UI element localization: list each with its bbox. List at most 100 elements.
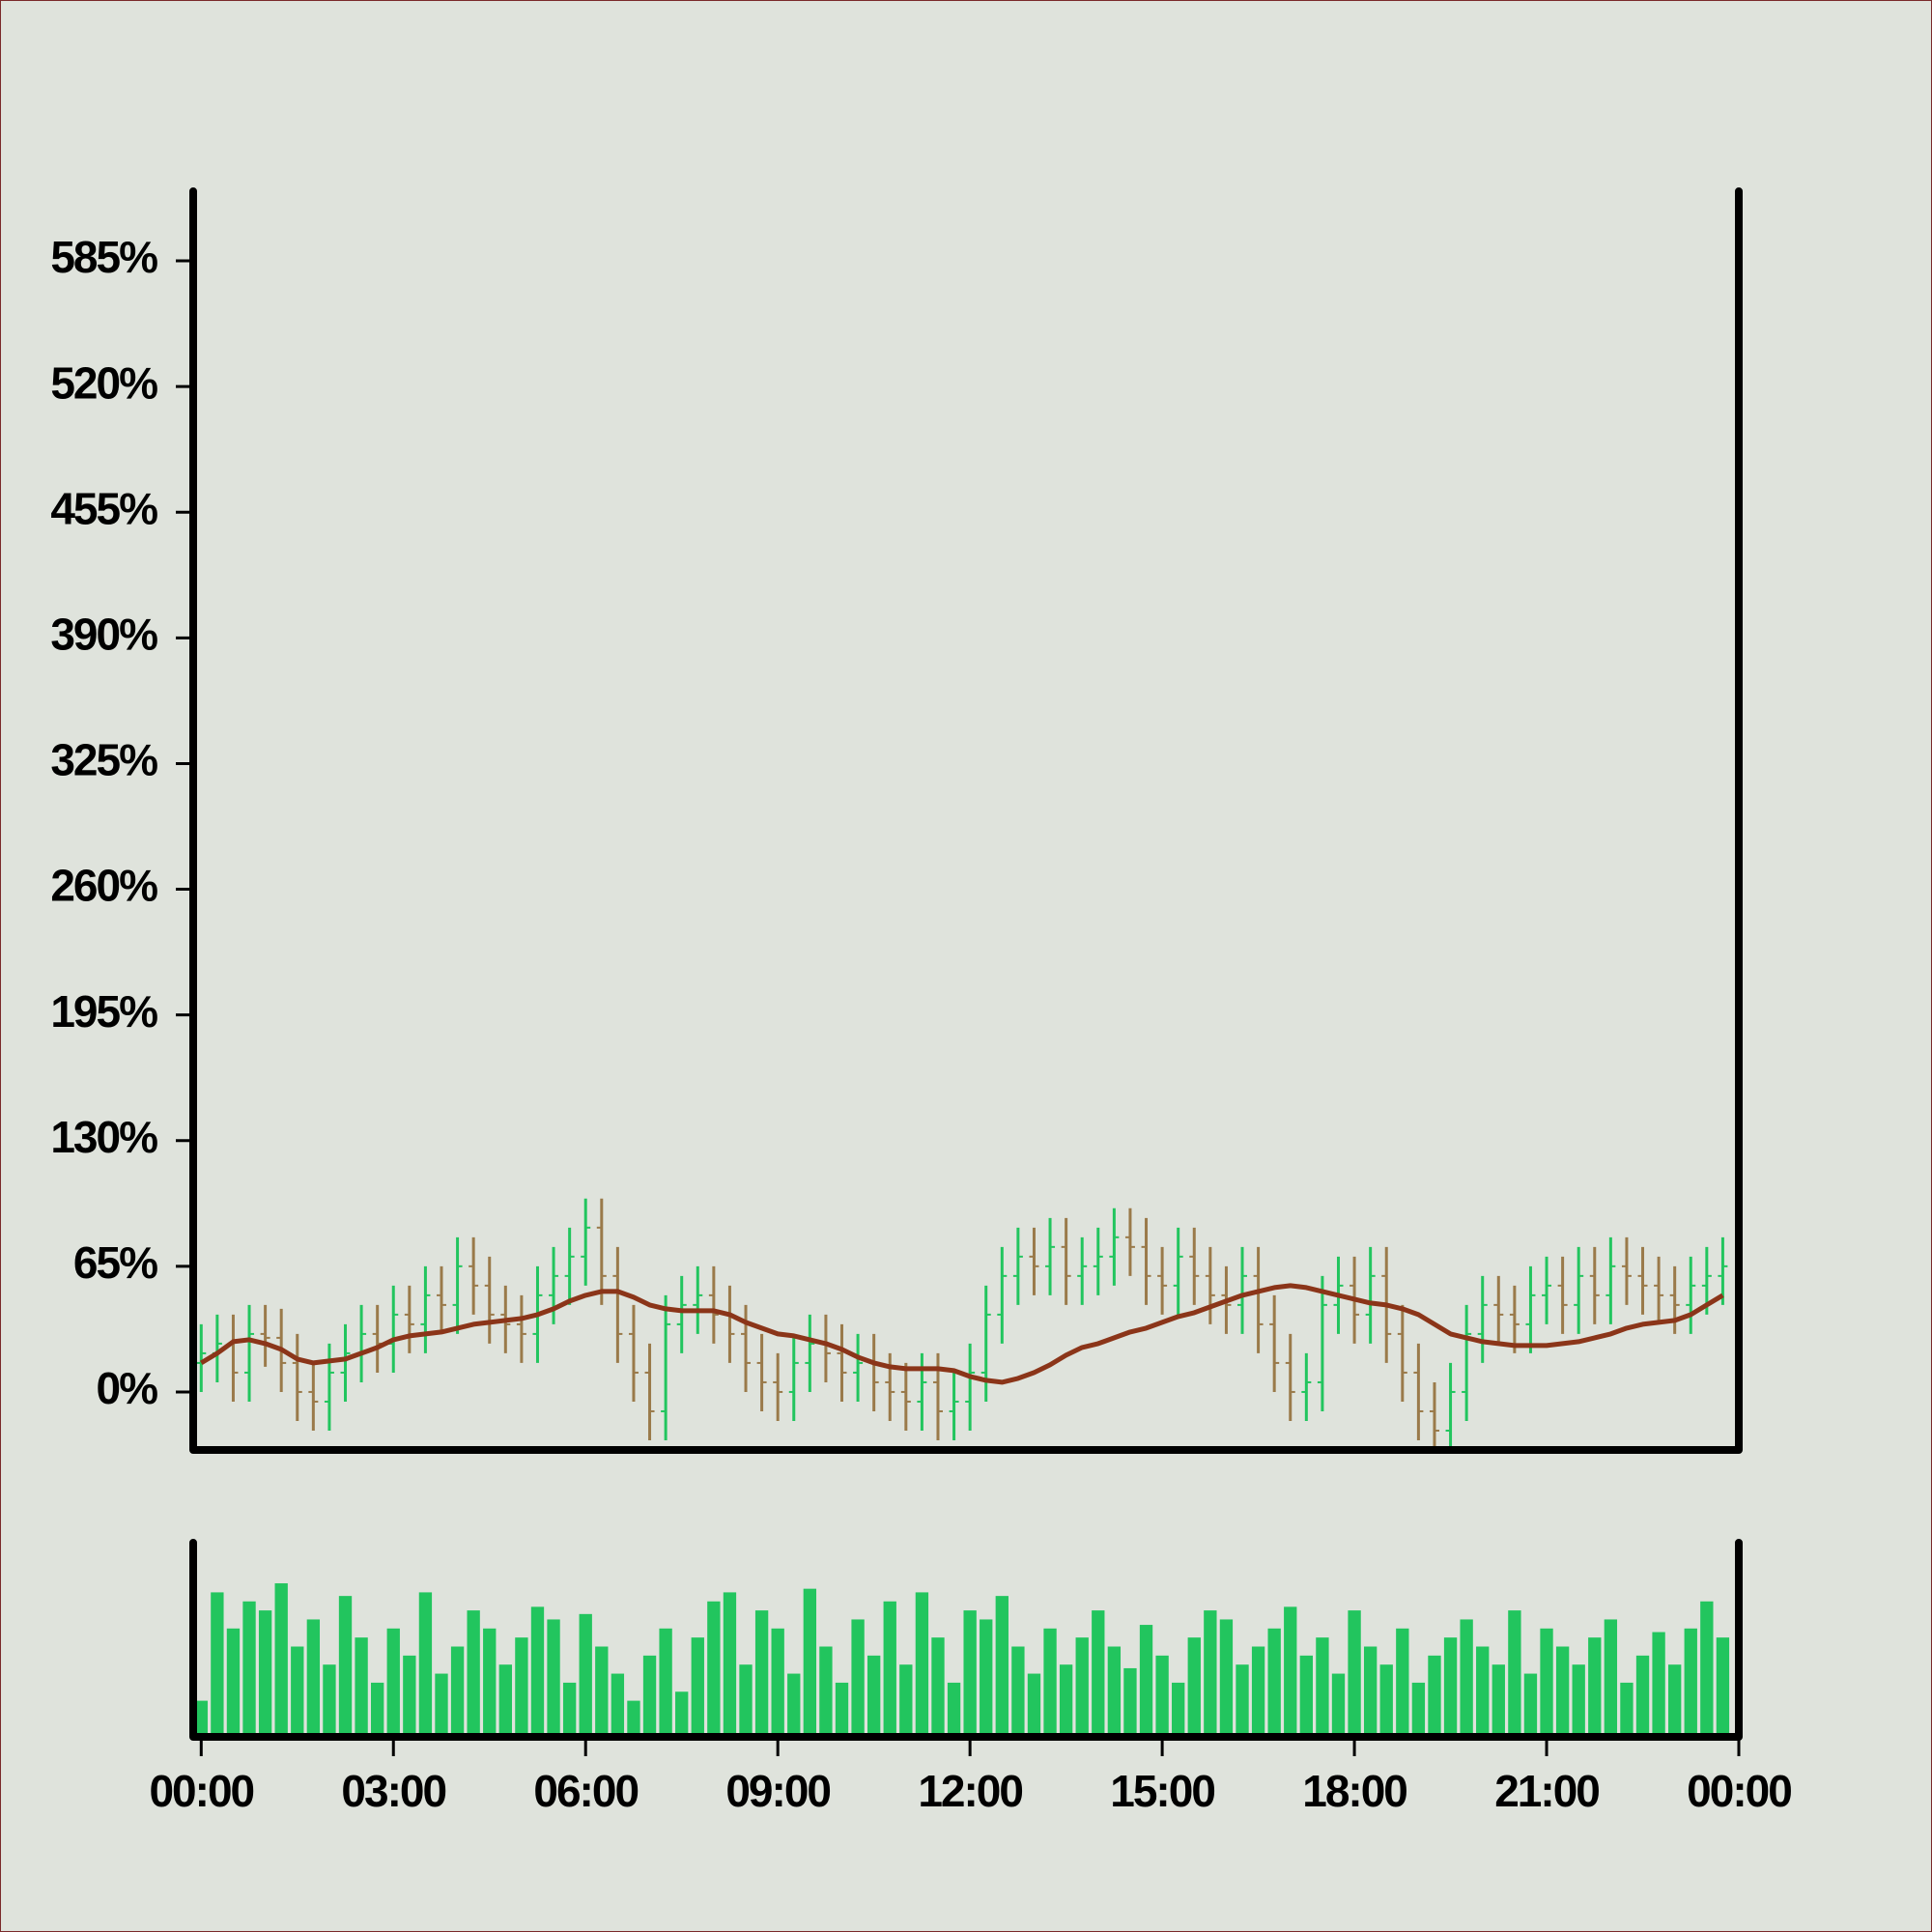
y-tick-label: 130% xyxy=(50,1112,157,1162)
x-tick-label: 12:00 xyxy=(918,1766,1022,1816)
volume-bar xyxy=(915,1592,929,1737)
volume-bar xyxy=(1219,1619,1234,1737)
volume-bar xyxy=(1092,1610,1105,1737)
volume-bar xyxy=(1492,1664,1505,1737)
frame xyxy=(189,187,1743,1741)
volume-bar xyxy=(675,1691,689,1737)
volume-bar xyxy=(1236,1664,1249,1737)
volume-bar xyxy=(1508,1610,1521,1737)
volume-bar xyxy=(642,1655,657,1737)
volume-bar xyxy=(899,1664,913,1737)
volume-bar xyxy=(1684,1628,1697,1737)
volume-bar xyxy=(835,1682,849,1737)
volume-bar xyxy=(1299,1655,1313,1737)
volume-bar xyxy=(803,1588,817,1737)
volume-bar xyxy=(611,1673,625,1737)
volume-bar xyxy=(1363,1646,1378,1737)
volume-bar xyxy=(579,1613,592,1737)
volume-bar xyxy=(1123,1667,1137,1737)
volume-bar xyxy=(1204,1610,1217,1737)
volume-bar xyxy=(771,1628,784,1737)
y-tick-label: 455% xyxy=(50,483,157,533)
price-frame xyxy=(189,187,1743,1454)
volume-bar xyxy=(530,1606,545,1737)
volume-bar xyxy=(1316,1637,1329,1737)
volume-bar xyxy=(338,1596,353,1737)
volume-bar xyxy=(1348,1610,1361,1737)
volume-frame xyxy=(189,1539,1743,1741)
y-tick-label: 195% xyxy=(50,986,157,1037)
volume-bar xyxy=(980,1619,993,1737)
volume-bar xyxy=(515,1637,528,1737)
volume-bar xyxy=(1396,1628,1409,1737)
x-tick-label: 00:00 xyxy=(149,1766,253,1816)
volume-bar xyxy=(1620,1682,1634,1737)
volume-bar xyxy=(1700,1601,1714,1737)
volume-bar xyxy=(1443,1637,1458,1737)
volume-bar xyxy=(691,1637,704,1737)
volume-bar xyxy=(883,1601,896,1737)
volume-bar xyxy=(1668,1664,1682,1737)
volume-bar xyxy=(547,1619,560,1737)
volume-bar xyxy=(1075,1637,1089,1737)
volume-bar xyxy=(323,1664,336,1737)
volume-bar xyxy=(819,1646,833,1737)
volume-bar xyxy=(1604,1619,1618,1737)
volume-bar xyxy=(1172,1682,1185,1737)
volume-bar xyxy=(355,1637,368,1737)
volume-bar xyxy=(498,1664,512,1737)
volume-bar xyxy=(211,1592,224,1737)
volume-bar xyxy=(386,1628,400,1737)
volume-bar xyxy=(1284,1606,1297,1737)
x-tick-label: 06:00 xyxy=(533,1766,638,1816)
volume-bar xyxy=(1107,1646,1122,1737)
y-tick-label: 325% xyxy=(50,735,157,785)
volume-bar xyxy=(754,1610,769,1737)
x-tick-label: 09:00 xyxy=(725,1766,830,1816)
x-tick-label: 00:00 xyxy=(1687,1766,1791,1816)
volume-bar xyxy=(291,1646,304,1737)
volume-bar xyxy=(371,1682,384,1737)
volume-bar xyxy=(483,1628,497,1737)
marks xyxy=(194,1198,1730,1737)
volume-bar xyxy=(306,1619,321,1737)
y-tick-label: 0% xyxy=(97,1363,158,1413)
volume-bar xyxy=(707,1601,721,1737)
y-tick-label: 260% xyxy=(50,861,157,911)
volume-bar xyxy=(1043,1628,1057,1737)
x-tick-label: 15:00 xyxy=(1110,1766,1214,1816)
volume-bar xyxy=(258,1610,272,1737)
volume-bar xyxy=(1635,1655,1650,1737)
volume-bar xyxy=(1379,1664,1393,1737)
volume-bar xyxy=(787,1673,801,1737)
volume-bar xyxy=(1155,1655,1169,1737)
volume-bar xyxy=(274,1583,288,1737)
volume-bar xyxy=(1331,1673,1346,1737)
volume-bar xyxy=(1139,1625,1153,1737)
volume-bar xyxy=(435,1673,448,1737)
volume-bar xyxy=(947,1682,961,1737)
volume-bar xyxy=(418,1592,433,1737)
volume-bar xyxy=(723,1592,737,1737)
volume-bar xyxy=(1411,1682,1426,1737)
volume-bar xyxy=(995,1596,1009,1737)
volume-bar xyxy=(1652,1632,1665,1737)
volume-bar xyxy=(562,1682,577,1737)
volume-bar xyxy=(931,1637,945,1737)
volume-bar xyxy=(194,1700,208,1737)
x-tick-label: 21:00 xyxy=(1494,1766,1599,1816)
y-tick-label: 585% xyxy=(50,232,157,282)
y-tick-label: 520% xyxy=(50,357,157,408)
volume-bar xyxy=(1011,1646,1025,1737)
volume-bar xyxy=(595,1646,609,1737)
volume-bar xyxy=(627,1700,640,1737)
volume-bar xyxy=(1460,1619,1473,1737)
volume-bar xyxy=(226,1628,241,1737)
volume-bar xyxy=(1251,1646,1265,1737)
volume-bar xyxy=(739,1664,753,1737)
volume-bar xyxy=(1476,1646,1490,1737)
volume-bar xyxy=(1187,1637,1201,1737)
volume-bar xyxy=(1027,1673,1041,1737)
